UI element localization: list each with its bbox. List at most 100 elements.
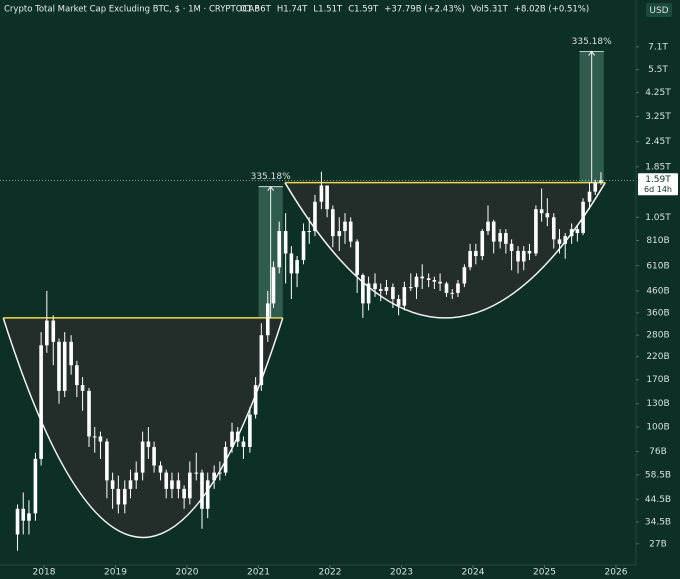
candle-body bbox=[110, 480, 115, 489]
candle-body bbox=[545, 213, 550, 218]
countdown: 6d 14h bbox=[644, 185, 672, 194]
candle-body bbox=[128, 480, 133, 489]
x-tick-label: 2026 bbox=[605, 568, 628, 578]
candle-body bbox=[331, 209, 335, 237]
candle-body bbox=[313, 201, 317, 232]
candle-body bbox=[248, 414, 252, 447]
candle-body bbox=[539, 209, 544, 214]
candle-body bbox=[158, 465, 163, 473]
candle-body bbox=[420, 276, 425, 279]
candle-body bbox=[575, 229, 580, 234]
y-tick-label: 170B bbox=[646, 375, 669, 385]
annotations: 335.18% 335.18% bbox=[2, 37, 612, 538]
candle-body bbox=[75, 365, 79, 386]
candle-body bbox=[182, 488, 186, 499]
candle-body bbox=[45, 320, 49, 346]
currency: USD bbox=[649, 6, 668, 16]
y-tick-label: 5.5T bbox=[648, 65, 668, 75]
candle-body bbox=[355, 241, 359, 275]
candle-body bbox=[212, 472, 216, 481]
y-tick-label: 460B bbox=[646, 286, 669, 296]
candle-body bbox=[194, 472, 199, 474]
candle-body bbox=[343, 221, 347, 232]
candle-body bbox=[301, 231, 306, 261]
x-tick-label: 2018 bbox=[33, 568, 56, 578]
candle-body bbox=[253, 385, 258, 415]
candle-body bbox=[241, 441, 246, 447]
candle-body bbox=[140, 441, 145, 473]
measure-label: 335.18% bbox=[572, 37, 612, 47]
candle-body bbox=[134, 472, 139, 481]
candle-body bbox=[170, 480, 174, 489]
candle-body bbox=[200, 472, 204, 509]
y-tick-label: 27B bbox=[649, 539, 667, 549]
candle-body bbox=[396, 299, 401, 306]
candle-body bbox=[223, 446, 228, 473]
candle-body bbox=[319, 185, 324, 202]
candle-body bbox=[348, 221, 353, 242]
candle-body bbox=[438, 281, 442, 284]
x-tick-label: 2025 bbox=[533, 568, 556, 578]
y-tick-label: 810B bbox=[646, 236, 669, 246]
candle-body bbox=[373, 283, 377, 290]
candle-body bbox=[265, 303, 270, 336]
candle-body bbox=[259, 335, 264, 386]
candle-body bbox=[188, 472, 192, 499]
y-tick-label: 100B bbox=[646, 423, 669, 433]
candle-body bbox=[21, 508, 26, 521]
candle-body bbox=[98, 436, 103, 442]
candle-body bbox=[235, 431, 240, 442]
candle-body bbox=[92, 436, 97, 438]
cup-curve bbox=[284, 182, 606, 319]
candle-body bbox=[366, 283, 371, 304]
candle-body bbox=[474, 250, 478, 257]
measure-label: 335.18% bbox=[251, 172, 291, 182]
y-tick-label: 1.05T bbox=[645, 213, 671, 223]
candle-body bbox=[557, 239, 562, 244]
candle-body bbox=[432, 279, 437, 282]
candle-body bbox=[408, 287, 413, 289]
candle-body bbox=[164, 472, 169, 489]
y-tick-label: 280B bbox=[646, 331, 669, 341]
y-tick-label: 44.5B bbox=[645, 495, 671, 505]
candle-body bbox=[480, 231, 485, 257]
candle-body bbox=[426, 278, 431, 280]
candle-body bbox=[504, 233, 508, 244]
x-tick-label: 2024 bbox=[462, 568, 485, 578]
candle-body bbox=[516, 250, 520, 262]
candle-body bbox=[62, 341, 67, 391]
last-price-label: 1.59T bbox=[645, 175, 671, 185]
x-tick-label: 2023 bbox=[390, 568, 413, 578]
candle-body bbox=[384, 287, 389, 291]
candle-body bbox=[205, 480, 210, 509]
candle-body bbox=[122, 488, 127, 505]
candle-body bbox=[307, 231, 312, 233]
candle-body bbox=[105, 441, 109, 481]
chart-title: Crypto Total Market Cap Excluding BTC, $… bbox=[4, 5, 259, 15]
candle-body bbox=[486, 221, 490, 232]
candle-body bbox=[599, 180, 603, 182]
candle-body bbox=[527, 250, 532, 254]
y-tick-label: 4.25T bbox=[645, 88, 671, 98]
candle-body bbox=[593, 182, 598, 192]
candle-body bbox=[551, 217, 556, 240]
y-tick-label: 220B bbox=[646, 352, 669, 362]
candle-body bbox=[230, 431, 234, 447]
x-tick-label: 2019 bbox=[104, 568, 127, 578]
header-stat: +8.02B (+0.51%) bbox=[514, 5, 589, 15]
candle-body bbox=[337, 231, 342, 237]
candle-body bbox=[456, 283, 460, 293]
candle-body bbox=[509, 243, 514, 251]
candle-body bbox=[283, 231, 288, 254]
candle-body bbox=[468, 250, 472, 268]
candle-body bbox=[581, 201, 585, 234]
candle-body bbox=[69, 341, 73, 366]
candle-body bbox=[444, 283, 449, 293]
y-tick-label: 2.45T bbox=[645, 137, 671, 147]
candle-body bbox=[491, 221, 496, 242]
candle-body bbox=[414, 276, 419, 288]
candle-body bbox=[218, 472, 222, 474]
candle-body bbox=[498, 233, 502, 242]
